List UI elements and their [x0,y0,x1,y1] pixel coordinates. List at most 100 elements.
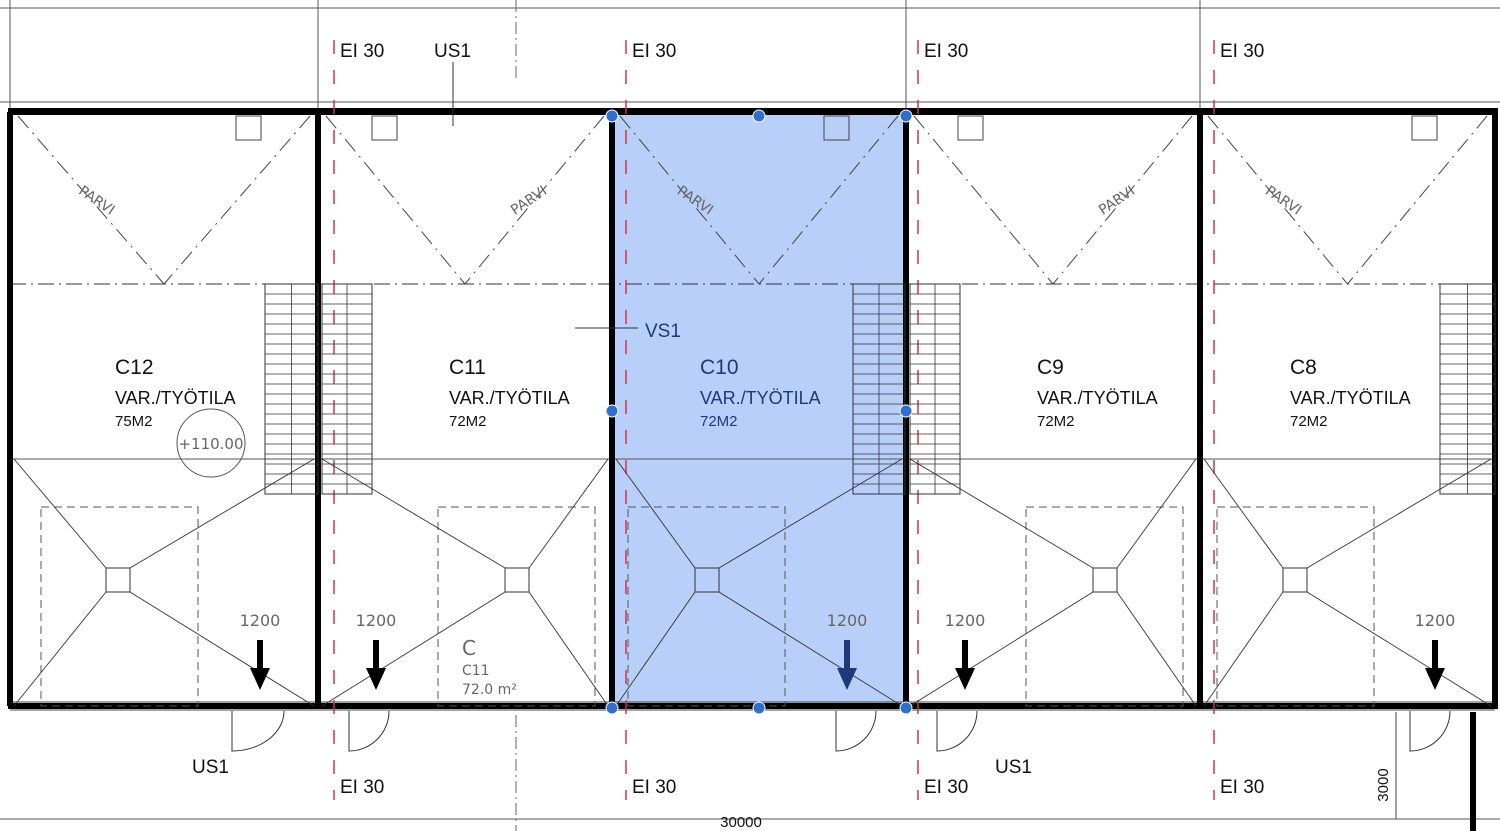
arrow-down-icon [955,668,975,690]
roof-slope-line [13,591,107,707]
unit-area: 72M2 [700,413,738,430]
roof-slope-line [909,458,1094,569]
roof-slope-line [1116,458,1197,569]
unit-id: C11 [449,356,486,379]
selection-handle[interactable] [605,404,619,418]
door-swing-icon [936,710,978,752]
stair-icon [321,283,373,495]
loft-label: PARVI [75,183,117,219]
vent-icon [957,115,984,141]
unit-area: 72M2 [1290,413,1328,430]
roof-slope-line [321,591,506,707]
door-load-label: 1200 [945,611,986,630]
roof-slope-line [1306,591,1492,707]
loft-diagonal [17,115,165,285]
stair-icon [264,283,319,495]
selection-handle[interactable] [752,109,766,123]
door-swing-icon [231,710,285,752]
unit-id: C9 [1037,356,1064,379]
wall-tag-top: US1 [434,41,471,62]
vent-icon [371,115,398,141]
fire-rating-label: EI 30 [632,41,676,62]
selected-unit-highlight[interactable] [612,112,906,706]
unit-area: 72M2 [449,413,487,430]
stair-icon [909,283,961,495]
unit-c12[interactable]: PARVI C12 VAR./TYÖTILA 75M2 1200 [13,115,319,752]
arrow-down-icon [844,640,850,670]
roof-drain-icon [105,567,131,593]
arrow-down-icon [1432,640,1438,670]
selection-handle[interactable] [899,701,913,715]
door-load-label: 1200 [827,611,868,630]
door-load-label: 1200 [1415,611,1456,630]
unit-c9[interactable]: PARVI C9 VAR./TYÖTILA 72M2 1200 [909,115,1197,752]
fire-rating-label: EI 30 [924,41,968,62]
roof-slope-line [909,591,1094,707]
roof-slope-line [718,591,903,707]
door-swing-icon [348,710,390,752]
roof-slope-line [13,458,107,569]
roof-slope-line [321,458,506,569]
roof-slope-line [528,458,609,569]
overhead-door-outline [1216,506,1375,707]
vent-icon [235,115,262,141]
wall-tag-interior: VS1 [645,321,681,342]
room-tag-letter: C [462,636,476,660]
arrow-down-icon [962,640,968,670]
wall-tag-bottom-left: US1 [192,757,229,778]
selection-handle[interactable] [605,701,619,715]
unit-area: 72M2 [1037,413,1075,430]
door-swing-icon [835,710,877,752]
unit-c8[interactable]: PARVI C8 VAR./TYÖTILA 72M2 1200 [1203,115,1496,752]
unit-use: VAR./TYÖTILA [115,388,236,408]
dimension-side: 3000 [1375,768,1392,801]
loft-diagonal [619,115,760,285]
roof-slope-line [1203,591,1284,707]
fire-rating-label: EI 30 [924,777,968,798]
side-wall [1470,712,1476,831]
roof-slope-line [129,591,315,707]
selection-handle[interactable] [752,701,766,715]
unit-use: VAR./TYÖTILA [1037,388,1158,408]
fire-rating-label: EI 30 [632,777,676,798]
selection-handle[interactable] [899,109,913,123]
roof-drain-icon [1092,567,1118,593]
unit-use: VAR./TYÖTILA [449,388,570,408]
loft-diagonal [325,115,466,285]
loft-diagonal [758,115,899,285]
roof-drain-icon [694,567,720,593]
roof-slope-line [718,458,903,569]
selection-handle[interactable] [899,404,913,418]
overhead-door-outline [1025,506,1184,707]
unit-c11[interactable]: PARVI C11 VAR./TYÖTILA 72M2 1200 [321,115,609,752]
arrow-down-icon [1425,668,1445,690]
selection-handle[interactable] [605,109,619,123]
overhead-door-outline [40,506,199,707]
loft-diagonal [913,115,1054,285]
door-load-label: 1200 [356,611,397,630]
fire-rating-label: EI 30 [340,41,384,62]
room-tag-name: C11 [462,663,490,679]
roof-slope-line [1306,458,1492,569]
roof-slope-line [615,458,696,569]
unit-id: C10 [700,356,739,379]
unit-use: VAR./TYÖTILA [1290,388,1411,408]
roof-slope-line [615,591,696,707]
unit-area: 75M2 [115,413,153,430]
level-marker-circle [176,408,246,478]
roof-slope-line [1116,591,1197,707]
loft-label: PARVI [1096,183,1138,219]
stair-icon [852,283,906,495]
partition-wall [7,112,13,706]
loft-diagonal [1347,115,1488,285]
unit-id: C12 [115,356,154,379]
overhead-door-outline [627,506,786,707]
roof-slope-line [129,458,315,569]
unit-use: VAR./TYÖTILA [700,388,821,408]
door-swing-icon [1409,710,1451,752]
arrow-down-icon [366,668,386,690]
arrow-down-icon [257,640,263,670]
dimension-overall: 30000 [720,814,762,831]
